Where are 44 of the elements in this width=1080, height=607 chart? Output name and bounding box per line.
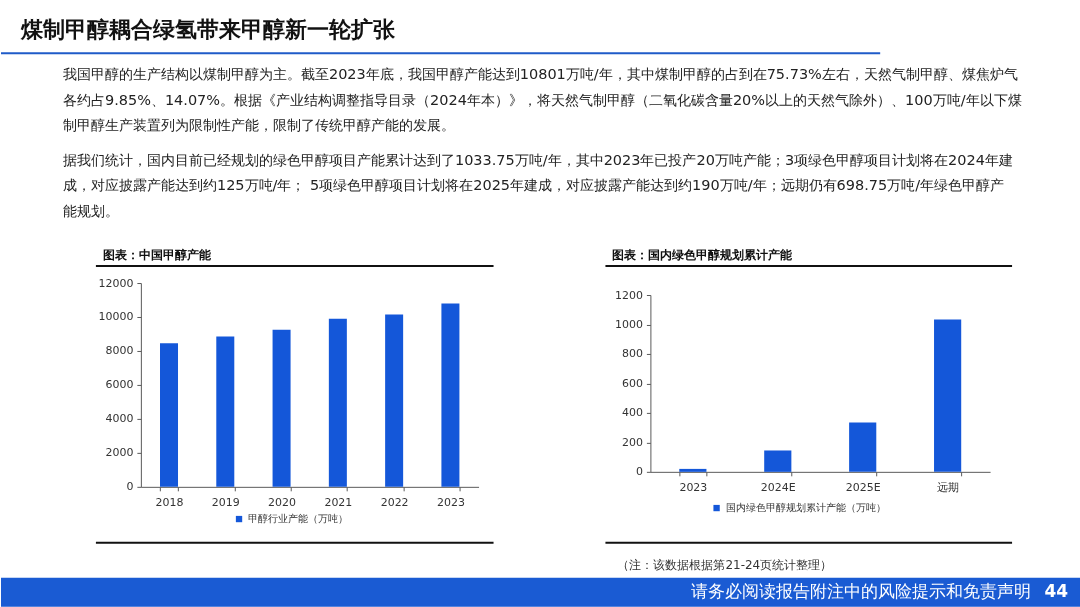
x-tick-label: 2018 [155, 496, 184, 510]
y-tick-label: 12000 [98, 276, 134, 290]
x-tick-label: 远期 [937, 481, 960, 495]
x-tick-label: 2024E [760, 481, 796, 495]
x-tick-label: 2023 [679, 481, 708, 495]
x-tick-label: 2025E [845, 481, 881, 495]
bar [849, 422, 877, 472]
y-tick-label: 0 [635, 465, 643, 479]
x-tick-label: 2020 [268, 496, 297, 510]
text: 44 [1044, 581, 1069, 602]
x-tick-label: 2021 [324, 496, 353, 510]
y-tick-label: 6000 [105, 378, 134, 392]
y-tick-label: 400 [621, 406, 643, 420]
bar [441, 303, 460, 487]
y-tick-label: 0 [126, 480, 134, 494]
bar [272, 329, 291, 487]
y-tick-label: 600 [621, 376, 643, 390]
text: 据我们统计，国内目前已经规划的绿色甲醇项目产能累计达到了1033.75万吨/年，其中2023年已投产20万吨产能；3项绿色甲醇项目计划将在2024年建成，对应披露产能达到约125万吨/年； 5项绿色甲醇项目计划将在2025年建成，对应披露产能达到约190万吨/年；远期仍有698.75万吨/年绿色甲醇产能规划。 [62, 151, 1013, 219]
chart-title: 图表：中国甲醇产能 [102, 247, 212, 263]
bar [764, 450, 792, 472]
x-tick-label: 2022 [380, 496, 409, 510]
x-tick-label: 2023 [436, 496, 465, 510]
bar [216, 336, 235, 487]
text: 煤制甲醇耦合绿氢带来甲醇新一轮扩张 [19, 17, 396, 43]
text: 请务必阅读报告附注中的风险提示和免责声明 [691, 581, 1032, 602]
text: 我国甲醇的生产结构以煤制甲醇为主。截至2023年底，我国甲醇产能达到10801万吨/年，其中煤制甲醇的占到在75.73%左右，天然气制甲醇、煤焦炉气各约占9.85%、14.07%。根据《产业结构调整指导目录（2024年本）》，将天然气制甲醇（二氧化碳含量20%以上的天然气除外）、100万吨/年以下煤制甲醇生产装置列为限制性产能，限制了传统甲醇产能的发展。 [62, 66, 1022, 134]
bar [160, 343, 179, 487]
x-tick-label: 2019 [211, 496, 240, 510]
y-tick-label: 4000 [105, 412, 134, 426]
y-tick-label: 1200 [614, 288, 643, 302]
y-tick-label: 200 [621, 435, 643, 449]
y-tick-label: 2000 [105, 446, 134, 460]
chart-title: 图表：国内绿色甲醇规划累计产能 [612, 247, 794, 263]
text: （注：该数据根据第21-24页统计整理） [617, 557, 833, 572]
legend-label: 国内绿色甲醇规划累计产能（万吨） [725, 501, 886, 514]
bar [385, 314, 404, 487]
bar [934, 319, 962, 472]
y-tick-label: 1000 [614, 317, 643, 331]
y-tick-label: 10000 [98, 310, 134, 324]
y-tick-label: 800 [621, 347, 643, 361]
bar [679, 468, 707, 472]
y-tick-label: 8000 [105, 344, 134, 358]
legend-label: 甲醇行业产能（万吨） [248, 512, 349, 525]
bar [328, 318, 347, 487]
